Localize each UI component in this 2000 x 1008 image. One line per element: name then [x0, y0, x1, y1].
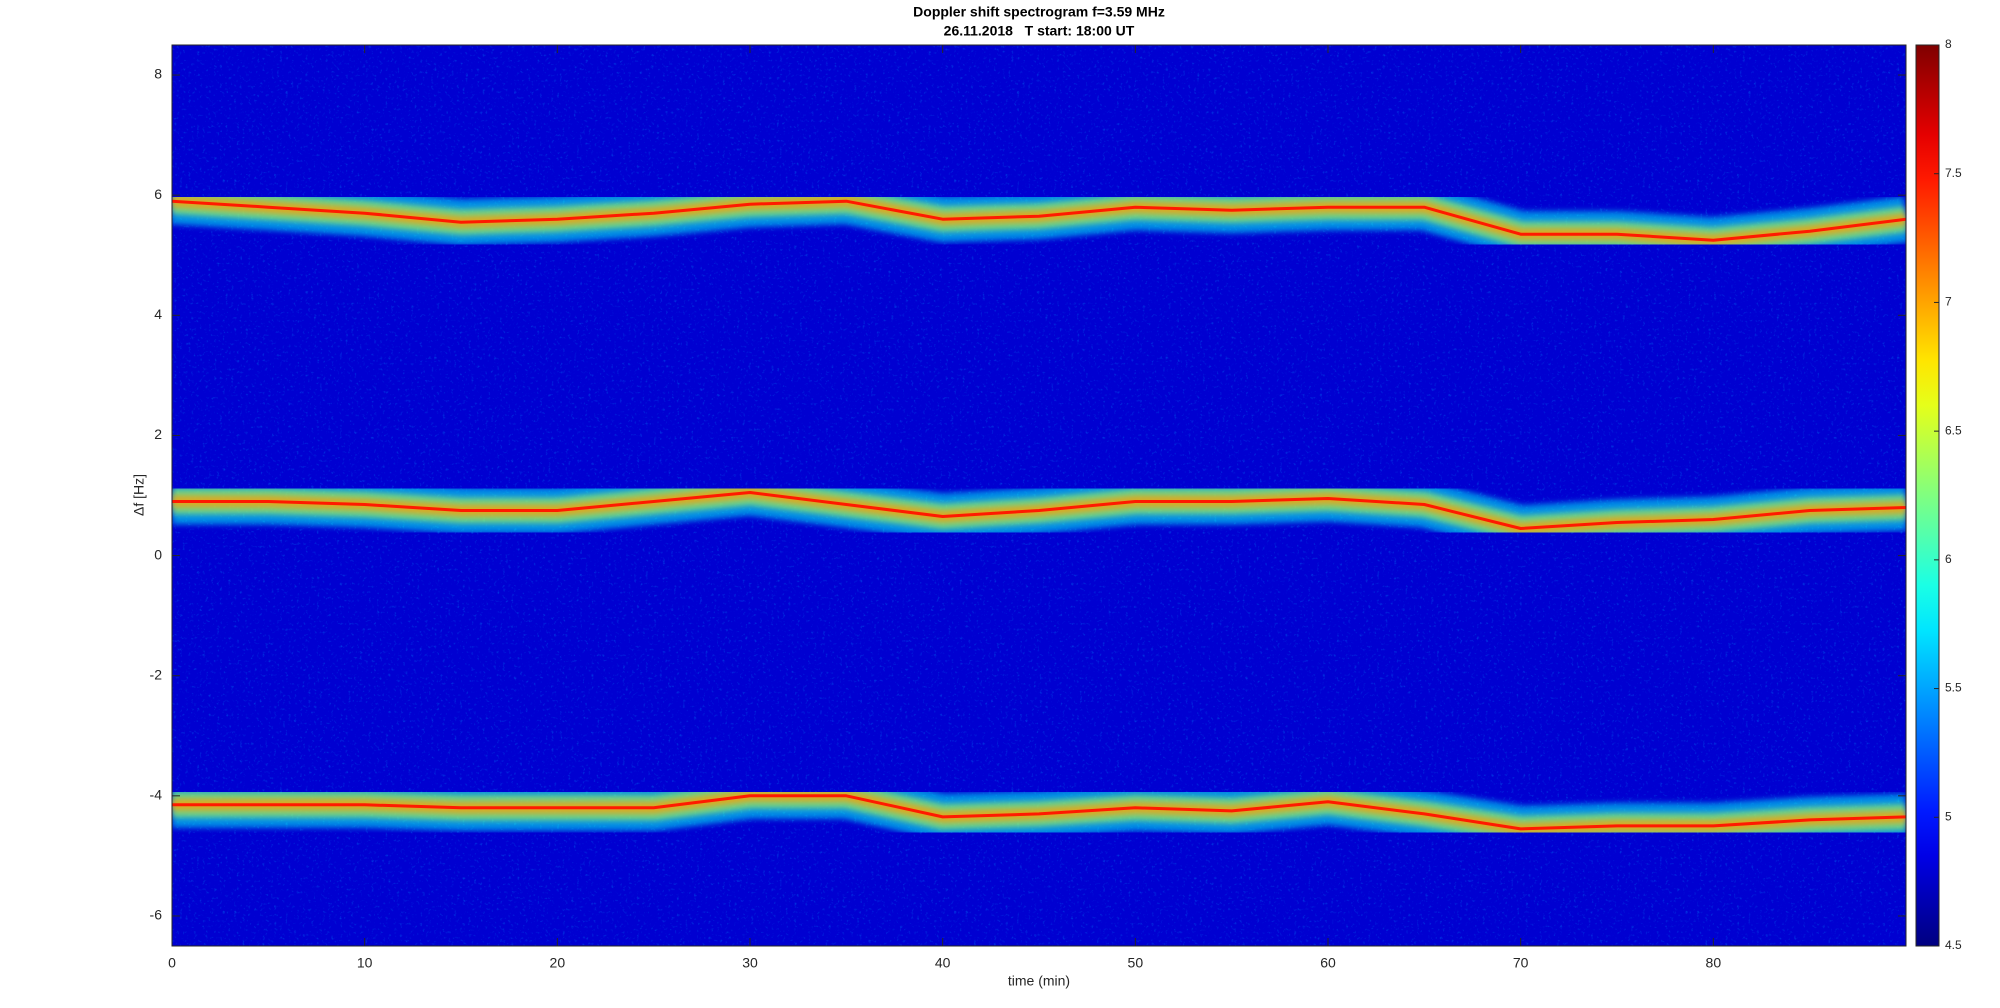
chart-title: Doppler shift spectrogram f=3.59 MHz: [913, 4, 1165, 20]
ridge-line: [172, 491, 1906, 530]
x-axis-label: time (min): [1008, 973, 1070, 989]
colorbar-tick-label: 5: [1945, 809, 1952, 823]
colorbar-tick-label: 7.5: [1945, 166, 1962, 180]
y-tick-label: 4: [154, 306, 162, 322]
x-tick-label: 70: [1513, 955, 1529, 971]
colorbar-tick-label: 4.5: [1945, 938, 1962, 952]
colorbar-tick-label: 6: [1945, 552, 1952, 566]
x-tick-label: 50: [1128, 955, 1144, 971]
ridges: [172, 178, 1906, 852]
y-tick-label: -4: [150, 787, 163, 803]
y-tick-label: 8: [154, 66, 162, 82]
ridge-line: [172, 794, 1906, 831]
x-tick-label: 60: [1320, 955, 1336, 971]
colorbar-tick-label: 5.5: [1945, 681, 1962, 695]
y-axis-label: Δf [Hz]: [131, 474, 147, 516]
axes-box: [171, 44, 1907, 947]
y-tick-label: 0: [154, 546, 162, 562]
chart-subtitle: 26.11.2018 T start: 18:00 UT: [944, 23, 1135, 39]
x-tick-label: 30: [742, 955, 758, 971]
ridge-line: [172, 199, 1906, 242]
x-tick-label: 0: [168, 955, 176, 971]
colorbar-tick-label: 8: [1945, 37, 1952, 51]
y-tick-label: -2: [150, 666, 163, 682]
x-tick-label: 10: [357, 955, 373, 971]
colorbar-tick-label: 6.5: [1945, 423, 1962, 437]
y-tick-label: -6: [150, 907, 163, 923]
colorbar-tick-label: 7: [1945, 295, 1952, 309]
y-tick-label: 6: [154, 186, 162, 202]
x-tick-label: 40: [935, 955, 951, 971]
colorbar: [1915, 44, 1940, 947]
x-tick-label: 20: [550, 955, 566, 971]
y-tick-label: 2: [154, 426, 162, 442]
x-tick-label: 80: [1706, 955, 1722, 971]
